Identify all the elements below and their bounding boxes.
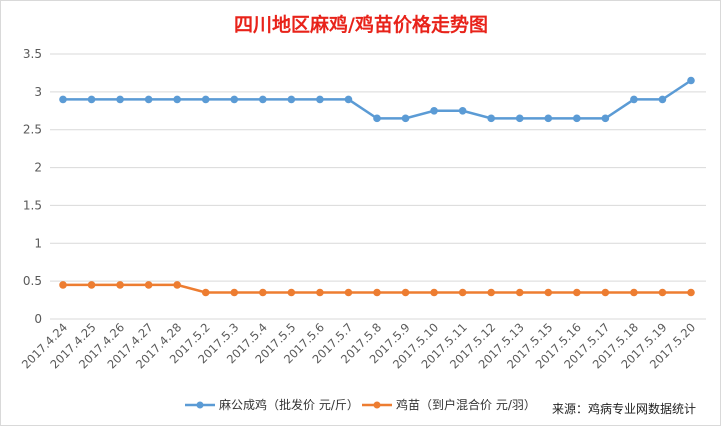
y-tick-label: 3 [34, 85, 42, 99]
y-tick-label: 2.5 [23, 123, 42, 137]
y-tick-label: 0.5 [23, 274, 42, 288]
data-point-series-1[interactable] [458, 288, 467, 297]
data-point-series-0[interactable] [201, 95, 210, 104]
data-point-series-1[interactable] [630, 288, 638, 297]
data-point-series-0[interactable] [144, 95, 153, 104]
data-point-series-1[interactable] [658, 288, 667, 297]
data-point-series-0[interactable] [658, 95, 667, 104]
data-point-series-0[interactable] [173, 95, 181, 104]
data-point-series-0[interactable] [687, 76, 695, 85]
data-point-series-1[interactable] [59, 281, 67, 289]
data-point-series-1[interactable] [259, 288, 267, 297]
y-tick-label: 2 [34, 161, 42, 175]
data-point-series-1[interactable] [401, 288, 410, 297]
legend-marker-series-0 [185, 401, 215, 408]
data-point-series-1[interactable] [287, 288, 296, 297]
data-point-series-1[interactable] [144, 281, 153, 289]
data-point-series-0[interactable] [116, 95, 124, 104]
data-point-series-0[interactable] [601, 114, 610, 123]
data-point-series-0[interactable] [487, 114, 495, 123]
y-tick-label: 1.5 [23, 198, 42, 212]
data-point-series-1[interactable] [373, 288, 381, 297]
data-point-series-1[interactable] [230, 288, 239, 297]
y-axis-ticks: 0 0.5 1 1.5 2 2.5 3 3.5 [23, 47, 42, 326]
data-point-series-0[interactable] [630, 95, 638, 104]
data-point-series-1[interactable] [430, 288, 438, 297]
data-point-series-0[interactable] [544, 114, 553, 123]
data-point-series-0[interactable] [230, 95, 239, 104]
data-point-series-1[interactable] [601, 288, 610, 297]
data-point-series-0[interactable] [401, 114, 410, 123]
chart-title: 四川地区麻鸡/鸡苗价格走势图 [234, 14, 488, 36]
data-point-series-1[interactable] [687, 288, 695, 297]
series-line-0 [63, 79, 692, 120]
data-point-series-0[interactable] [344, 95, 353, 104]
data-point-series-1[interactable] [573, 288, 581, 297]
x-axis-ticks: 2017.4.242017.4.252017.4.262017.4.272017… [19, 320, 698, 371]
data-point-series-0[interactable] [259, 95, 267, 104]
y-tick-label: 0 [34, 312, 42, 326]
series-lines [59, 76, 695, 297]
data-point-series-0[interactable] [515, 114, 524, 123]
data-point-series-0[interactable] [573, 114, 581, 123]
legend-item-series-1[interactable]: 鸡苗（到户混合价 元/羽） [362, 396, 536, 413]
legend-label-series-0: 麻公成鸡（批发价 元/斤） [219, 398, 359, 412]
data-point-series-0[interactable] [373, 114, 381, 123]
data-point-series-0[interactable] [458, 106, 467, 115]
data-point-series-0[interactable] [287, 95, 296, 104]
data-point-series-1[interactable] [116, 281, 124, 289]
data-point-series-1[interactable] [344, 288, 353, 297]
data-point-series-0[interactable] [430, 106, 438, 115]
data-point-series-0[interactable] [87, 95, 96, 104]
legend-marker-series-1 [362, 401, 392, 408]
data-point-series-1[interactable] [544, 288, 553, 297]
data-point-series-1[interactable] [87, 281, 96, 289]
data-point-series-1[interactable] [487, 288, 495, 297]
legend-label-series-1: 鸡苗（到户混合价 元/羽） [396, 398, 536, 412]
legend-item-series-0[interactable]: 麻公成鸡（批发价 元/斤） [185, 396, 359, 413]
data-point-series-1[interactable] [316, 288, 324, 297]
data-point-series-0[interactable] [316, 95, 324, 104]
data-point-series-1[interactable] [515, 288, 524, 297]
grid-lines [50, 53, 706, 320]
source-note: 来源：鸡病专业网数据统计 [551, 402, 696, 416]
y-tick-label: 1 [34, 236, 42, 250]
data-point-series-1[interactable] [173, 281, 181, 289]
y-tick-label: 3.5 [23, 47, 42, 61]
data-point-series-0[interactable] [59, 95, 67, 104]
data-point-series-1[interactable] [201, 288, 210, 297]
